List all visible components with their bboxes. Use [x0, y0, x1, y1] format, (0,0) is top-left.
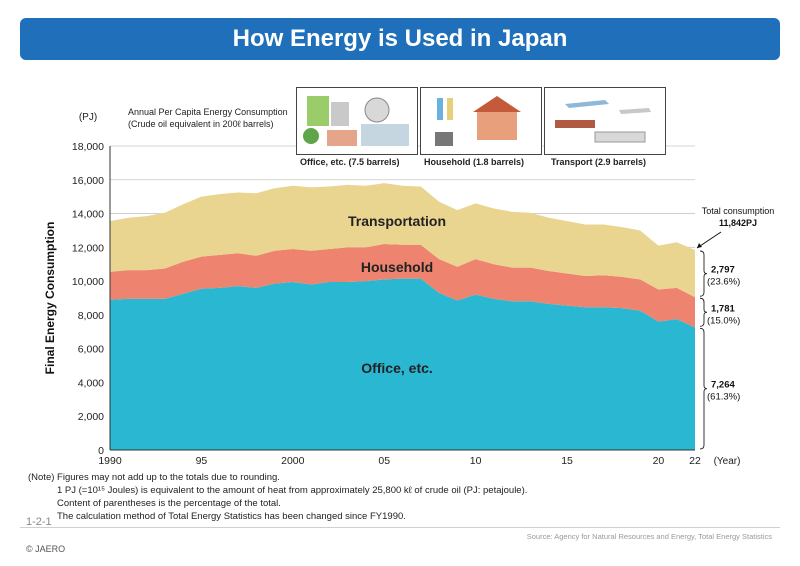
copyright: © JAERO — [26, 544, 66, 554]
area-household — [110, 243, 695, 328]
y-tick-label: 8,000 — [78, 310, 104, 322]
y-tick-label: 18,000 — [72, 141, 104, 153]
per-capita-title-line1: Annual Per Capita Energy Consumption — [128, 107, 288, 117]
y-unit-label: (PJ) — [79, 112, 97, 123]
y-tick-label: 6,000 — [78, 344, 104, 356]
y-tick-label: 10,000 — [72, 276, 104, 288]
notes: (Note) Figures may not add up to the tot… — [28, 471, 527, 523]
household-barrels-label: Household (1.8 barrels) — [424, 157, 525, 167]
per-capita-title-line2: (Crude oil equivalent in 200ℓ barrels) — [128, 119, 274, 129]
area-transportation — [110, 183, 695, 298]
x-tick-label: 15 — [561, 455, 573, 467]
figure-number: 1-2-1 — [26, 516, 52, 528]
total-arrow-head — [697, 243, 702, 249]
y-tick-label: 0 — [98, 445, 104, 457]
y-tick-label: 4,000 — [78, 377, 104, 389]
office-barrels-label: Office, etc. (7.5 barrels) — [300, 157, 400, 167]
transport-barrels-label: Transport (2.9 barrels) — [551, 157, 647, 167]
transport-annotation-value: 2,797 — [711, 265, 735, 276]
x-unit-label: (Year) — [714, 456, 741, 467]
footer-divider — [20, 527, 780, 528]
per-capita-title: Annual Per Capita Energy Consumption (Cr… — [128, 106, 288, 130]
y-tick-label: 12,000 — [72, 242, 104, 254]
office-illustration — [296, 87, 418, 155]
household-annotation-pct: (15.0%) — [707, 315, 740, 326]
label-household: Household — [361, 259, 433, 275]
note-line: The calculation method of Total Energy S… — [57, 511, 406, 522]
total-consumption-value: 11,842PJ — [719, 218, 757, 228]
label-transportation: Transportation — [348, 213, 446, 229]
transport-illustration — [544, 87, 666, 155]
note-line: 1 PJ (=10¹⁵ Joules) is equivalent to the… — [57, 485, 528, 496]
source-note: Source: Agency for Natural Resources and… — [526, 532, 772, 541]
x-tick-label: 2000 — [281, 455, 305, 467]
area-office-etc — [110, 278, 695, 450]
brace-transport — [699, 250, 708, 297]
x-tick-label: 1990 — [98, 455, 122, 467]
y-axis-title: Final Energy Consumption — [43, 222, 57, 375]
x-tick-label: 95 — [196, 455, 208, 467]
x-tick-label: 05 — [378, 455, 390, 467]
household-illustration — [420, 87, 542, 155]
office-annotation-value: 7,264 — [711, 380, 735, 391]
x-tick-label: 10 — [470, 455, 482, 467]
label-office: Office, etc. — [361, 360, 433, 376]
household-annotation-value: 1,781 — [711, 303, 735, 314]
brace-household — [699, 297, 708, 327]
note-line: Content of parentheses is the percentage… — [57, 498, 281, 509]
note-line: (Note) Figures may not add up to the tot… — [28, 472, 280, 483]
brace-office — [699, 327, 708, 450]
page-title: How Energy is Used in Japan — [20, 18, 780, 60]
x-tick-label: 22 — [689, 455, 701, 467]
total-consumption-label: Total consumption — [702, 206, 775, 216]
y-tick-label: 14,000 — [72, 209, 104, 221]
y-tick-label: 16,000 — [72, 175, 104, 187]
total-arrow-line — [696, 231, 722, 249]
office-annotation-pct: (61.3%) — [707, 392, 740, 403]
y-tick-label: 2,000 — [78, 411, 104, 423]
x-tick-label: 20 — [653, 455, 665, 467]
transport-annotation-pct: (23.6%) — [707, 277, 740, 288]
